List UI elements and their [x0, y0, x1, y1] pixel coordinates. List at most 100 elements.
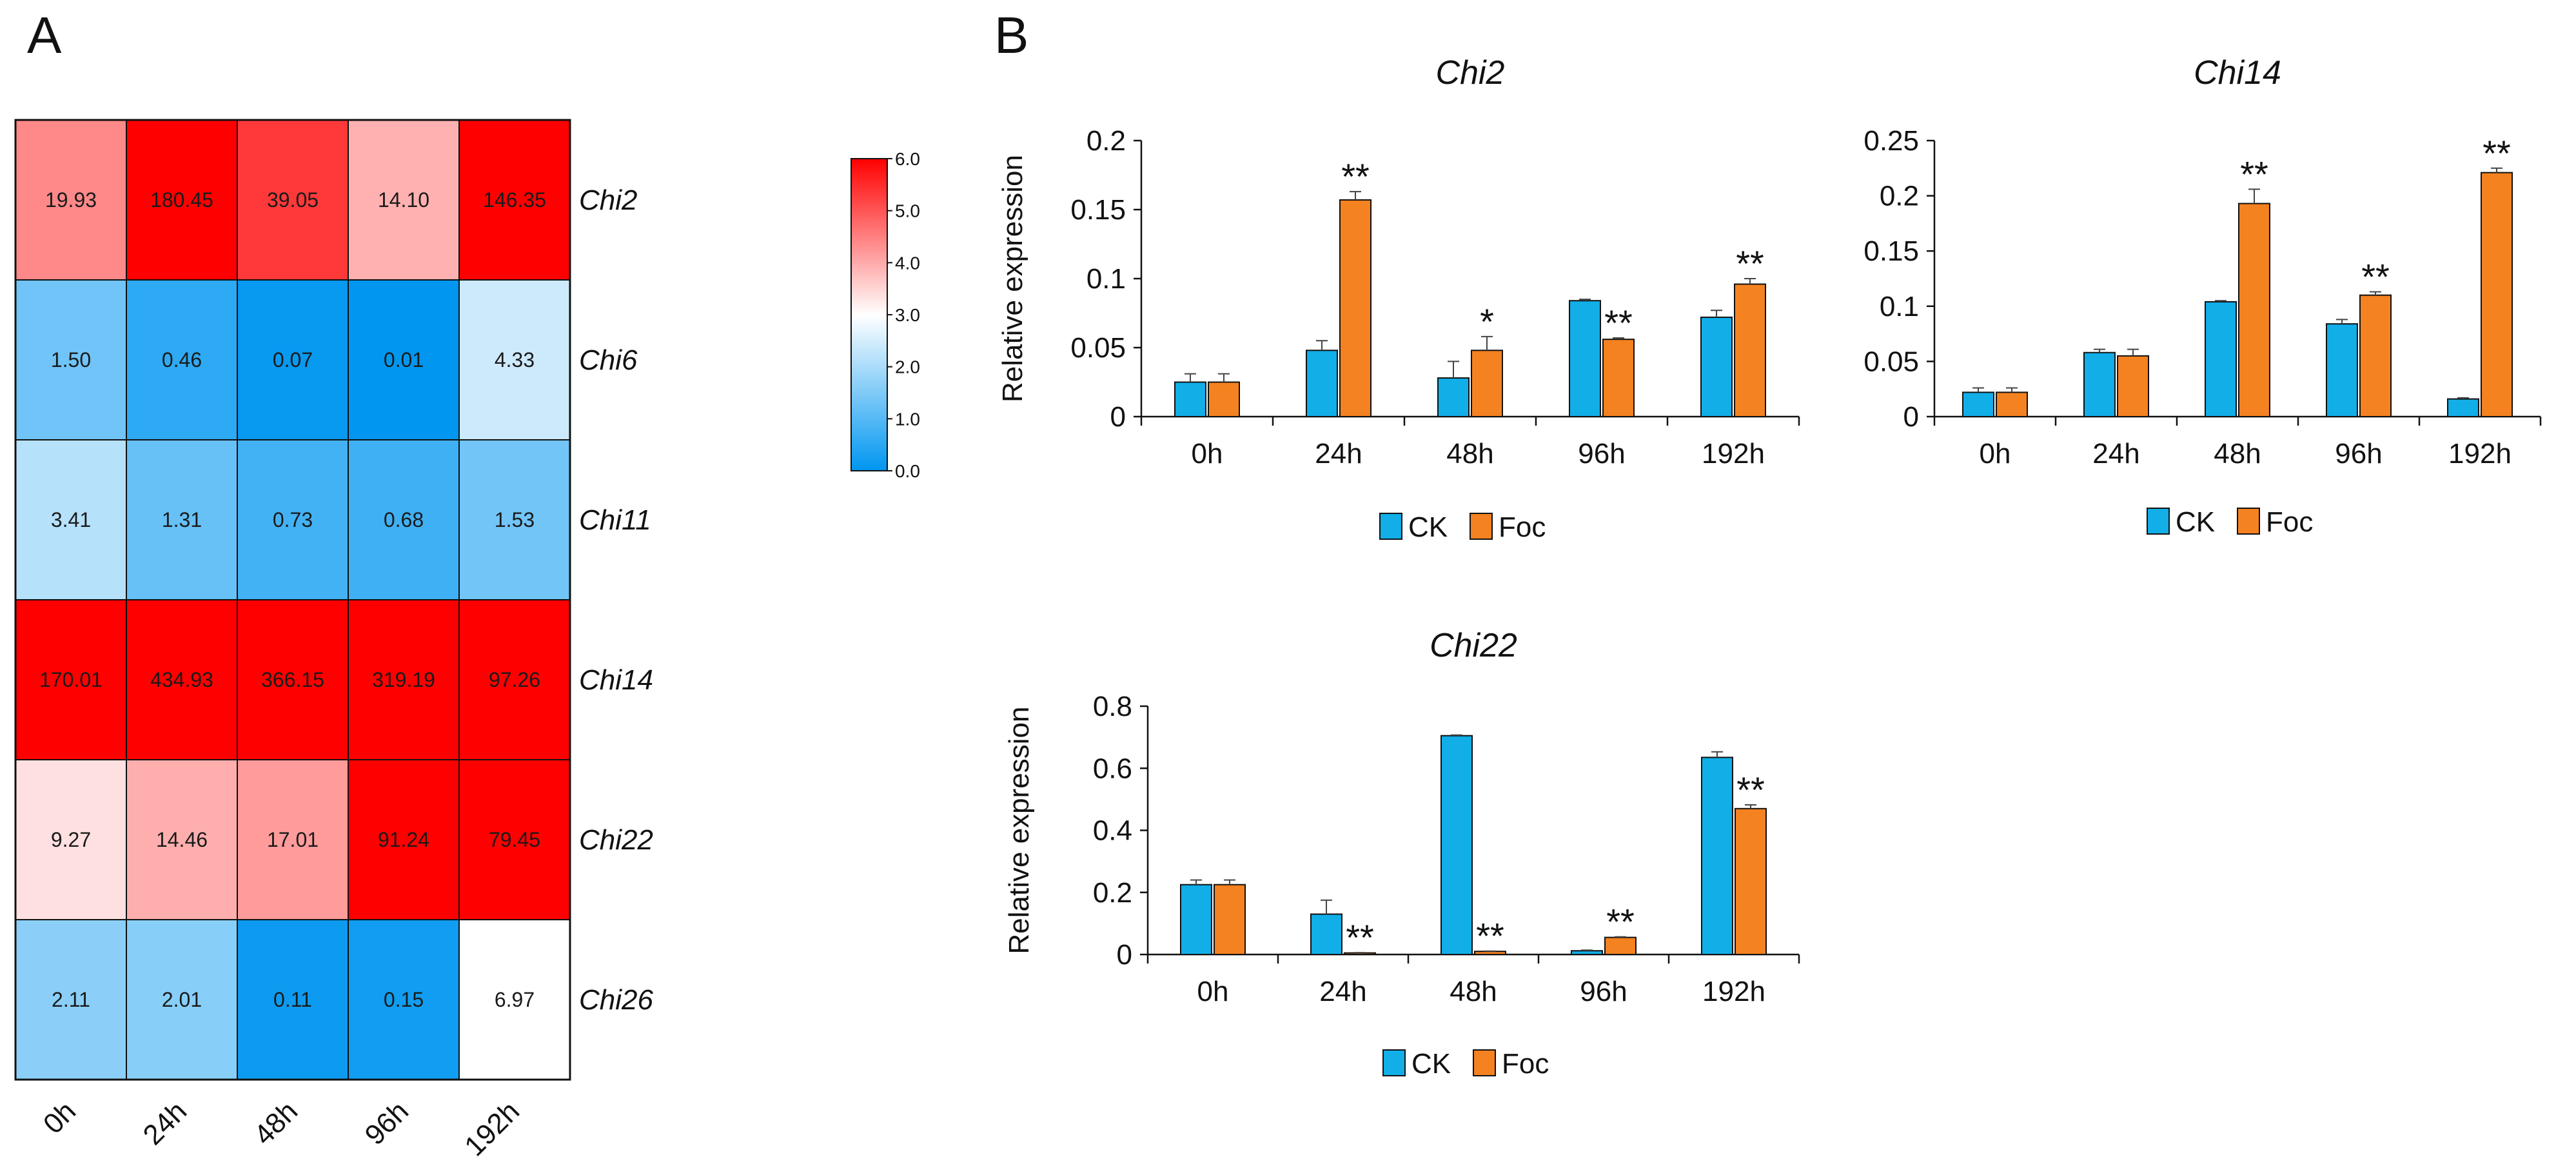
- heatmap-cell: [348, 919, 460, 1080]
- significance-marker: **: [1341, 156, 1370, 197]
- heatmap-cell: [458, 759, 571, 920]
- heatmap-column-label: 96h: [359, 1095, 415, 1151]
- y-tick-label: 0.15: [1070, 194, 1126, 226]
- heatmap-row-label: Chi6: [579, 344, 638, 376]
- bar-foc: [1208, 381, 1240, 417]
- y-tick-label: 0.15: [1863, 235, 1919, 267]
- legend-swatch-foc: [1470, 513, 1493, 540]
- bar-foc: [2359, 294, 2392, 417]
- bar-foc: [1734, 283, 1766, 417]
- heatmap-cell-value: 1.31: [162, 508, 202, 531]
- bar-ck: [2447, 398, 2479, 417]
- heatmap-cell-value: 2.11: [52, 988, 90, 1011]
- x-tick-label: 96h: [1580, 976, 1627, 1007]
- colorbar-tick-label: 0.0: [895, 461, 920, 481]
- heatmap-cell: [126, 759, 238, 920]
- significance-marker: *: [1480, 301, 1494, 342]
- heatmap-cell-value: 9.27: [51, 828, 91, 851]
- bar-foc: [2481, 172, 2513, 417]
- heatmap-cell: [237, 759, 349, 920]
- heatmap-cell-value: 0.73: [273, 508, 313, 531]
- bar-chart-chi2: Chi2 Relative expression 0 0.05 0.1 0.15 0.2 0h…: [997, 54, 1800, 543]
- heatmap-column-label: 48h: [248, 1095, 304, 1151]
- significance-marker: **: [1476, 916, 1504, 956]
- chart-title: Chi2: [1436, 54, 1505, 92]
- heatmap-cell: [237, 919, 349, 1080]
- y-tick-label: 0.05: [1070, 332, 1126, 364]
- heatmap-colorbar: 0.0 1.0 2.0 3.0 4.0 5.0 6.0: [850, 149, 920, 481]
- y-tick-label: 0.2: [1086, 125, 1126, 157]
- x-tick-label: 96h: [2335, 438, 2382, 470]
- heatmap-cell-value: 0.11: [273, 988, 312, 1011]
- significance-marker: **: [2361, 257, 2390, 297]
- legend-label-foc: Foc: [1499, 511, 1546, 543]
- significance-marker: **: [2240, 153, 2268, 194]
- panel-label-a: A: [27, 6, 62, 64]
- heatmap-row-label: Chi22: [579, 824, 653, 856]
- heatmap-cell-value: 170.01: [39, 668, 103, 691]
- heatmap-cell-value: 97.26: [489, 668, 540, 691]
- panel-label-b: B: [994, 6, 1028, 64]
- x-tick-label: 24h: [2092, 438, 2139, 470]
- y-tick-label: 0.4: [1093, 815, 1132, 847]
- heatmap-row-label: Chi11: [579, 504, 651, 536]
- heatmap-cell: [458, 279, 571, 440]
- heatmap-row-label: Chi26: [579, 984, 653, 1016]
- y-tick-label: 0: [1903, 401, 1919, 433]
- bar-foc: [1735, 807, 1767, 955]
- legend-label-foc: Foc: [1502, 1048, 1549, 1080]
- bar-foc: [1996, 391, 2028, 417]
- heatmap-cell-value: 0.15: [384, 988, 424, 1011]
- y-tick-label: 0.1: [1880, 291, 1919, 322]
- heatmap-cell-value: 1.53: [495, 508, 535, 531]
- bar-ck: [1440, 735, 1473, 955]
- legend-swatch-foc: [1473, 1049, 1496, 1076]
- y-tick-label: 0.8: [1093, 691, 1132, 722]
- bar-foc: [1471, 350, 1503, 418]
- significance-marker: **: [1736, 243, 1764, 284]
- bar-ck: [1174, 381, 1206, 417]
- heatmap-cell-value: 366.15: [261, 668, 324, 691]
- heatmap-cell: [348, 119, 460, 281]
- heatmap-cell-value: 2.01: [162, 988, 202, 1011]
- bar-chart-chi14: Chi14 0 0.05 0.1 0.15 0.2 0.25 0h 24h 48h 96h 192h *…: [1863, 54, 2542, 538]
- heatmap-cell: [237, 439, 349, 600]
- heatmap-cell-value: 6.97: [495, 988, 535, 1011]
- heatmap-cell-value: 0.46: [162, 348, 202, 371]
- bar-ck: [2205, 301, 2237, 417]
- bar-foc: [2238, 203, 2270, 417]
- x-tick-label: 48h: [1446, 438, 1493, 470]
- heatmap-cell: [126, 919, 238, 1080]
- bar-foc: [1214, 884, 1246, 955]
- bar-foc: [2117, 355, 2149, 418]
- colorbar-tick-label: 3.0: [895, 305, 920, 325]
- heatmap-cell-value: 19.93: [45, 188, 97, 212]
- heatmap-cell-value: 180.45: [150, 188, 213, 212]
- x-tick-label: 0h: [1192, 438, 1223, 470]
- y-tick-label: 0: [1110, 401, 1126, 433]
- bar-ck: [2326, 323, 2358, 417]
- heatmap-cell: [15, 119, 127, 281]
- heatmap-cell-value: 17.01: [267, 828, 319, 851]
- colorbar-bar: [850, 158, 888, 471]
- bar-ck: [1701, 756, 1733, 955]
- bar-foc: [1339, 199, 1372, 417]
- significance-marker: **: [1606, 902, 1635, 942]
- bar-ck: [1306, 350, 1338, 418]
- heatmap-cell: [348, 599, 460, 760]
- heatmap-cell: [237, 599, 349, 760]
- x-tick-label: 48h: [2214, 438, 2261, 470]
- colorbar-tick-label: 1.0: [895, 409, 920, 429]
- y-axis-title: Relative expression: [997, 155, 1028, 402]
- y-tick-label: 0.05: [1863, 346, 1919, 377]
- heatmap-cell: [15, 759, 127, 920]
- legend-label-ck: CK: [1408, 511, 1448, 543]
- heatmap-cell: [458, 119, 571, 281]
- legend-swatch-ck: [1382, 1049, 1406, 1076]
- chart-title: Chi14: [2194, 54, 2281, 92]
- heatmap-cell: [126, 439, 238, 600]
- heatmap-cell-value: 146.35: [483, 188, 546, 212]
- significance-marker: **: [1604, 302, 1633, 343]
- heatmap-column-label: 192h: [458, 1095, 526, 1157]
